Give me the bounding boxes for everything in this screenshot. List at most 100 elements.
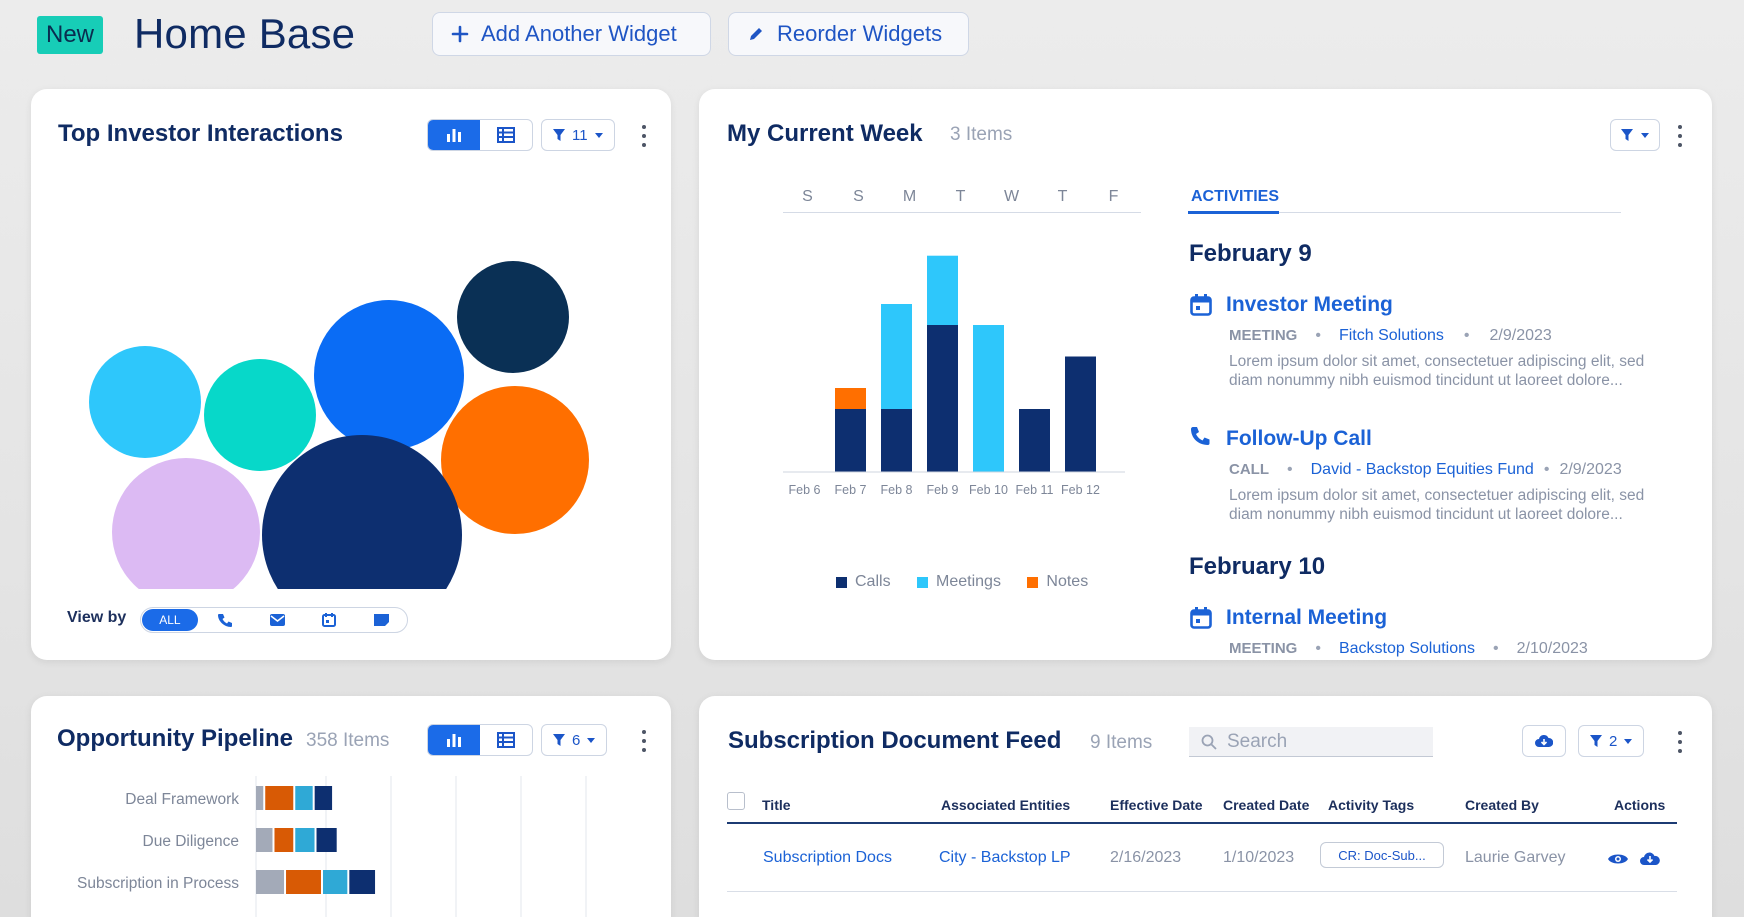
view-all-button[interactable]: ALL: [142, 609, 198, 631]
reorder-widgets-button[interactable]: Reorder Widgets: [728, 12, 969, 56]
bar-segment[interactable]: [322, 870, 348, 894]
activity-date: 2/9/2023: [1559, 461, 1622, 478]
more-options-icon[interactable]: [1677, 125, 1683, 147]
cloud-download-icon[interactable]: [1640, 851, 1660, 866]
add-widget-button[interactable]: Add Another Widget: [432, 12, 711, 56]
day-label[interactable]: T: [1057, 188, 1068, 205]
column-title[interactable]: Title: [762, 797, 791, 813]
bar-segment[interactable]: [927, 325, 958, 472]
chart-view-button[interactable]: [428, 120, 480, 150]
bubble[interactable]: [314, 300, 464, 450]
bar-segment[interactable]: [256, 870, 285, 894]
bar-segment[interactable]: [256, 828, 273, 852]
divider: [783, 212, 1141, 213]
bar-segment[interactable]: [295, 828, 315, 852]
week-filter-button[interactable]: [1610, 119, 1660, 151]
legend-meetings: Meetings: [917, 573, 1001, 591]
eye-icon[interactable]: [1607, 852, 1629, 866]
day-label[interactable]: S: [853, 188, 864, 205]
tab-divider: [1188, 212, 1621, 213]
activity-title[interactable]: Investor Meeting: [1226, 293, 1393, 316]
chart-view-button[interactable]: [428, 725, 480, 755]
legend-notes: Notes: [1027, 573, 1088, 591]
day-label[interactable]: T: [955, 188, 966, 205]
column-actions: Actions: [1614, 797, 1666, 813]
x-tick-label: Feb 8: [881, 483, 913, 497]
column-activity-tags[interactable]: Activity Tags: [1328, 797, 1415, 813]
bubble[interactable]: [204, 359, 316, 471]
day-label[interactable]: M: [902, 188, 917, 205]
column-created-date[interactable]: Created Date: [1223, 797, 1310, 813]
top-bar: New Home Base Add Another Widget Reorder…: [0, 0, 1744, 80]
filter-count: 6: [572, 731, 581, 749]
bubble[interactable]: [112, 458, 260, 589]
table-view-button[interactable]: [480, 725, 532, 755]
activity-title[interactable]: Follow-Up Call: [1226, 427, 1372, 450]
bar-segment[interactable]: [274, 828, 294, 852]
search-box[interactable]: Search: [1189, 727, 1433, 757]
bar-segment[interactable]: [256, 786, 264, 810]
row-effective-date: 2/16/2023: [1110, 849, 1182, 866]
view-calls-button[interactable]: [198, 613, 252, 627]
plus-icon: [451, 25, 469, 43]
table-view-button[interactable]: [480, 120, 532, 150]
bar-segment[interactable]: [349, 870, 376, 894]
more-options-icon[interactable]: [1677, 731, 1683, 753]
activity-tag-chip[interactable]: CR: Doc-Sub...: [1320, 842, 1444, 868]
bar-segment[interactable]: [286, 870, 321, 894]
filter-button[interactable]: 11: [541, 119, 615, 151]
bar-segment[interactable]: [295, 786, 313, 810]
bar-segment[interactable]: [835, 388, 866, 409]
activity-description: Lorem ipsum dolor sit amet, consectetuer…: [1229, 486, 1669, 524]
activity-title[interactable]: Internal Meeting: [1226, 606, 1388, 629]
more-options-icon[interactable]: [641, 125, 647, 147]
description-line: diam nonummy nibh euismod tincidunt ut l…: [1229, 506, 1623, 523]
bar-segment[interactable]: [973, 325, 1004, 472]
view-notes-button[interactable]: [355, 614, 407, 626]
bar-segment[interactable]: [314, 786, 333, 810]
bubble[interactable]: [457, 261, 569, 373]
day-label[interactable]: S: [802, 188, 813, 205]
column-effective-date[interactable]: Effective Date: [1110, 797, 1203, 813]
more-options-icon[interactable]: [641, 730, 647, 752]
bubble[interactable]: [89, 346, 201, 458]
select-all-checkbox[interactable]: [727, 792, 745, 810]
bar-segment[interactable]: [316, 828, 337, 852]
header-divider: [727, 822, 1677, 824]
chart-legend: Calls Meetings Notes: [836, 573, 1110, 593]
activity-meta: MEETING • Backstop Solutions • 2/10/2023: [1229, 640, 1588, 657]
week-days: S S M T W T F: [782, 188, 1139, 206]
subscription-card: Subscription Document Feed 9 Items Searc…: [699, 696, 1712, 917]
bar-segment[interactable]: [881, 409, 912, 472]
tab-activities[interactable]: ACTIVITIES: [1191, 188, 1280, 205]
bar-segment[interactable]: [927, 255, 958, 325]
activity-meta: MEETING • Fitch Solutions • 2/9/2023: [1229, 327, 1552, 344]
pipeline-card: Opportunity Pipeline 358 Items 6 Deal Fr…: [31, 696, 671, 917]
bar-segment[interactable]: [1065, 356, 1096, 473]
bubble[interactable]: [262, 435, 462, 589]
view-meetings-button[interactable]: [303, 613, 355, 627]
day-label[interactable]: W: [1003, 188, 1020, 205]
reorder-widgets-label: Reorder Widgets: [777, 21, 943, 46]
filter-button[interactable]: 6: [541, 724, 608, 756]
activity-entity[interactable]: Fitch Solutions: [1338, 327, 1444, 344]
row-title[interactable]: Subscription Docs: [763, 849, 892, 866]
row-entity[interactable]: City - Backstop LP: [939, 849, 1071, 866]
filter-button[interactable]: 2: [1578, 725, 1645, 757]
bar-segment[interactable]: [881, 304, 912, 409]
column-created-by[interactable]: Created By: [1465, 797, 1539, 813]
download-button[interactable]: [1522, 725, 1566, 757]
bar-segment[interactable]: [1019, 409, 1050, 472]
pipeline-title: Opportunity Pipeline: [57, 725, 294, 752]
view-emails-button[interactable]: [252, 614, 304, 626]
legend-label: Calls: [855, 573, 891, 590]
day-label[interactable]: F: [1108, 188, 1119, 205]
column-entities[interactable]: Associated Entities: [941, 797, 1071, 813]
bubble[interactable]: [441, 386, 589, 534]
bar-segment[interactable]: [265, 786, 294, 810]
filter-icon: [1590, 735, 1602, 747]
bar-segment[interactable]: [835, 409, 866, 472]
activity-entity[interactable]: David - Backstop Equities Fund: [1310, 461, 1534, 478]
activity-entity[interactable]: Backstop Solutions: [1338, 640, 1476, 657]
date-heading: February 9: [1189, 240, 1312, 267]
